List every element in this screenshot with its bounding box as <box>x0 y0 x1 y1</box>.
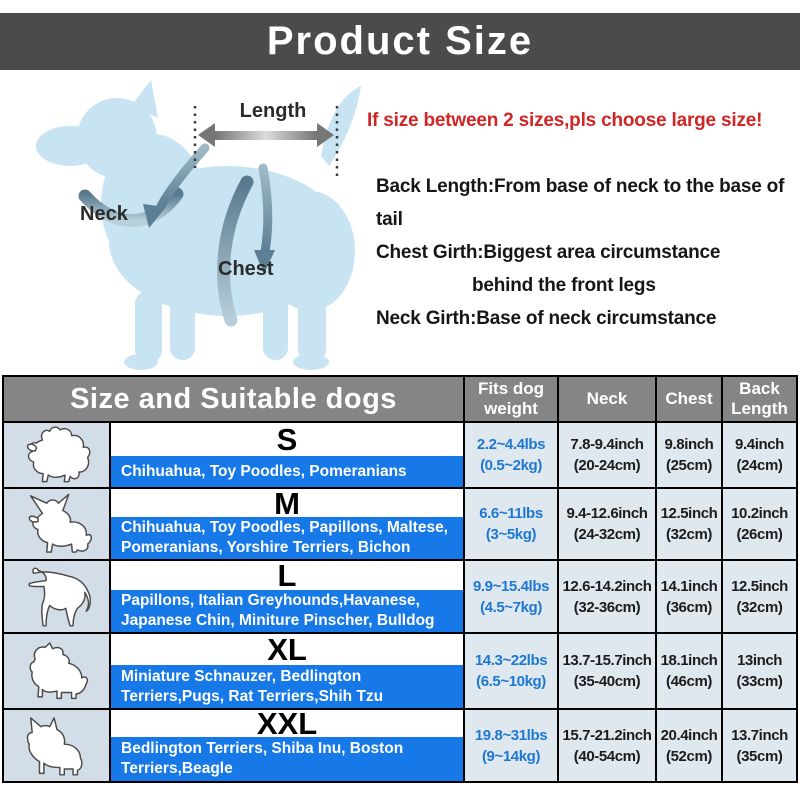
breed-list-m: Chihuahua, Toy Poodles, Papillons, Malte… <box>111 517 463 559</box>
size-label-s: S <box>276 422 298 457</box>
breed-list-s: Chihuahua, Toy Poodles, Pomeranians <box>111 456 463 487</box>
back-cell-l: 12.5inch (32cm) <box>723 561 796 632</box>
boston-terrier-icon <box>26 716 83 776</box>
back-cell-s: 9.4inch (24cm) <box>723 423 796 487</box>
breed-list-xxl: Bedlington Terriers, Shiba Inu, Boston T… <box>111 737 463 781</box>
back-cell-m: 10.2inch (26cm) <box>723 489 796 559</box>
neck-cell-xl: 13.7-15.7inch (35-40cm) <box>559 634 655 708</box>
table-row-xxl-icon-cell <box>4 710 109 781</box>
neck-cell-xxl: 15.7-21.2inch (40-54cm) <box>559 710 655 781</box>
back-cell-xl: 13inch (33cm) <box>723 634 796 708</box>
table-row-l-description: L Papillons, Italian Greyhounds,Havanese… <box>111 558 463 632</box>
page-title: Product Size <box>266 19 534 63</box>
chest-label: Chest <box>218 258 274 280</box>
chest-cell-xl: 18.1inch (46cm) <box>657 634 721 708</box>
table-row-xxl-description: XXL Bedlington Terriers, Shiba Inu, Bost… <box>111 706 463 781</box>
table-row-l-icon-cell <box>4 561 109 632</box>
header-fits-dog-weight: Fits dog weight <box>465 377 557 421</box>
note-back-length: Back Length:From base of neck to the bas… <box>376 176 785 230</box>
length-label: Length <box>239 100 307 122</box>
weight-cell-xxl: 19.8~31lbs (9~14kg) <box>465 710 557 781</box>
breed-list-l: Papillons, Italian Greyhounds,Havanese, … <box>111 590 463 632</box>
table-row-s-icon-cell <box>4 423 109 487</box>
greyhound-icon <box>28 566 91 627</box>
chest-cell-xxl: 20.4inch (52cm) <box>657 710 721 781</box>
table-row-xl-icon-cell <box>4 634 109 708</box>
weight-cell-s: 2.2~4.4lbs (0.5~2kg) <box>465 423 557 487</box>
weight-cell-m: 6.6~11lbs (3~5kg) <box>465 489 557 559</box>
dog-measurement-diagram-icon <box>36 80 361 370</box>
note-neck-girth: Neck Girth:Base of neck circumstance <box>376 308 717 329</box>
note-chest-girth-cont: behind the front legs <box>472 275 656 296</box>
table-row-m-icon-cell <box>4 489 109 559</box>
weight-cell-xl: 14.3~22lbs (6.5~10kg) <box>465 634 557 708</box>
weight-cell-l: 9.9~15.4lbs (4.5~7kg) <box>465 561 557 632</box>
header-back-length: Back Length <box>723 377 796 421</box>
pug-icon <box>28 642 88 700</box>
chest-cell-l: 14.1inch (36cm) <box>657 561 721 632</box>
chest-cell-m: 12.5inch (32cm) <box>657 489 721 559</box>
size-label-m: M <box>274 485 300 521</box>
note-chest-girth: Chest Girth:Biggest area circumstance <box>376 242 721 263</box>
pomeranian-icon <box>26 426 90 483</box>
measurement-notes: Back Length:From base of neck to the bas… <box>376 170 800 335</box>
neck-cell-m: 9.4-12.6inch (24-32cm) <box>559 489 655 559</box>
header-chest: Chest <box>657 377 721 421</box>
size-label-l: L <box>277 558 297 593</box>
size-label-xxl: XXL <box>256 706 318 741</box>
header-neck: Neck <box>559 377 655 421</box>
neck-label: Neck <box>80 203 128 225</box>
breed-list-xl: Miniature Schnauzer, Bedlington Terriers… <box>111 665 463 708</box>
size-label-xl: XL <box>267 632 307 667</box>
table-row-m-description: M Chihuahua, Toy Poodles, Papillons, Mal… <box>111 485 463 559</box>
size-table: Size and Suitable dogs Fits dog weight N… <box>2 375 798 783</box>
header-size-and-suitable-dogs: Size and Suitable dogs <box>4 377 463 421</box>
neck-cell-l: 12.6-14.2inch (32-36cm) <box>559 561 655 632</box>
back-cell-xxl: 13.7inch (35cm) <box>723 710 796 781</box>
table-row-s-description: S Chihuahua, Toy Poodles, Pomeranians <box>111 423 463 487</box>
neck-cell-s: 7.8-9.4inch (20-24cm) <box>559 423 655 487</box>
chest-cell-s: 9.8inch (25cm) <box>657 423 721 487</box>
papillon-icon <box>28 493 92 553</box>
size-warning-text: If size between 2 sizes,pls choose large… <box>367 110 763 131</box>
title-bar: Product Size <box>0 13 800 70</box>
measurement-diagram-section: Length Neck Chest If size between 2 size… <box>0 70 800 375</box>
table-row-xl-description: XL Miniature Schnauzer, Bedlington Terri… <box>111 634 463 708</box>
